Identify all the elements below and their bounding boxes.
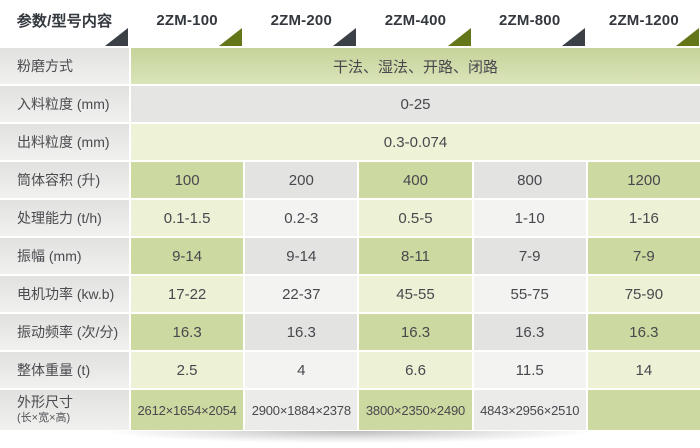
dimensions-label: 外形尺寸 (17, 394, 73, 411)
cell-value (587, 390, 700, 430)
row-label: 电机功率 (kw.b) (0, 276, 129, 312)
cell-value: 1200 (587, 162, 700, 198)
header-param-label: 参数/型号内容 (16, 12, 113, 30)
cell-value: 16.3 (131, 314, 244, 350)
cell-value: 16.3 (587, 314, 700, 350)
cell-value: 800 (473, 162, 586, 198)
cell-value: 16.3 (245, 314, 358, 350)
dimensions-sublabel: (长×宽×高) (17, 411, 71, 424)
cell-value: 16.3 (359, 314, 472, 350)
header-row: 参数/型号内容 2ZM-100 2ZM-200 2ZM-400 2ZM-800 … (0, 0, 700, 46)
cell-value: 1-16 (587, 200, 700, 236)
header-model-2zm800: 2ZM-800 (473, 0, 586, 46)
cell-value: 17-22 (131, 276, 244, 312)
cell-value: 22-37 (245, 276, 358, 312)
corner-triangle-icon (105, 28, 128, 46)
model-label: 2ZM-1200 (608, 11, 679, 29)
corner-triangle-icon (219, 28, 243, 46)
corner-triangle-icon (675, 28, 699, 46)
header-model-2zm400: 2ZM-400 (359, 0, 472, 46)
cell-value: 9-14 (245, 238, 358, 274)
cell-value: 55-75 (473, 276, 586, 312)
model-label: 2ZM-200 (270, 11, 332, 29)
header-model-2zm100: 2ZM-100 (131, 0, 244, 46)
row-label: 处理能力 (t/h) (0, 200, 129, 236)
cell-value: 8-11 (359, 238, 472, 274)
row-feed-size: 入料粒度 (mm) 0-25 (0, 86, 700, 122)
cell-value: 1-10 (473, 200, 586, 236)
row-volume: 筒体容积 (升) 100 200 400 800 1200 (0, 162, 700, 198)
cell-value: 200 (245, 162, 358, 198)
row-discharge-size: 出料粒度 (mm) 0.3-0.074 (0, 124, 700, 160)
corner-triangle-icon (333, 28, 357, 46)
cell-value: 2900×1884×2378 (245, 390, 358, 430)
row-grinding-method: 粉磨方式 干法、湿法、开路、闭路 (0, 48, 700, 84)
row-label: 外形尺寸 (长×宽×高) (0, 390, 129, 430)
header-model-2zm200: 2ZM-200 (245, 0, 358, 46)
cell-value: 2612×1654×2054 (131, 390, 244, 430)
cell-value: 7-9 (587, 238, 700, 274)
corner-triangle-icon (447, 28, 471, 46)
header-model-2zm1200: 2ZM-1200 (587, 0, 700, 46)
row-span-value: 干法、湿法、开路、闭路 (131, 48, 700, 84)
model-label: 2ZM-800 (498, 11, 561, 29)
cell-value: 4 (245, 352, 358, 388)
row-amplitude: 振幅 (mm) 9-14 9-14 8-11 7-9 7-9 (0, 238, 700, 274)
row-label: 出料粒度 (mm) (0, 124, 129, 160)
cell-value: 11.5 (473, 352, 586, 388)
cell-value: 7-9 (473, 238, 586, 274)
row-label: 筒体容积 (升) (0, 162, 129, 198)
row-label: 粉磨方式 (0, 48, 129, 84)
cell-value: 6.6 (359, 352, 472, 388)
row-vibration-frequency: 振动频率 (次/分) 16.3 16.3 16.3 16.3 16.3 (0, 314, 700, 350)
corner-triangle-icon (561, 28, 585, 46)
row-capacity: 处理能力 (t/h) 0.1-1.5 0.2-3 0.5-5 1-10 1-16 (0, 200, 700, 236)
header-param-cell: 参数/型号内容 (0, 0, 129, 46)
table-drop-shadow (8, 431, 692, 448)
model-label: 2ZM-400 (384, 11, 447, 29)
cell-value: 3800×2350×2490 (359, 390, 472, 430)
cell-value: 45-55 (359, 276, 472, 312)
cell-value: 0.1-1.5 (131, 200, 244, 236)
row-dimensions: 外形尺寸 (长×宽×高) 2612×1654×2054 2900×1884×23… (0, 390, 700, 430)
spec-table: 参数/型号内容 2ZM-100 2ZM-200 2ZM-400 2ZM-800 … (0, 0, 700, 430)
cell-value: 0.2-3 (245, 200, 358, 236)
cell-value: 0.5-5 (359, 200, 472, 236)
row-motor-power: 电机功率 (kw.b) 17-22 22-37 45-55 55-75 75-9… (0, 276, 700, 312)
row-label: 振幅 (mm) (0, 238, 129, 274)
cell-value: 75-90 (587, 276, 700, 312)
row-total-weight: 整体重量 (t) 2.5 4 6.6 11.5 14 (0, 352, 700, 388)
cell-value: 16.3 (473, 314, 586, 350)
model-label: 2ZM-100 (156, 11, 218, 29)
cell-value: 100 (131, 162, 244, 198)
row-label: 入料粒度 (mm) (0, 86, 129, 122)
row-span-value: 0.3-0.074 (131, 124, 700, 160)
cell-value: 9-14 (131, 238, 244, 274)
row-label: 振动频率 (次/分) (0, 314, 129, 350)
cell-value: 14 (587, 352, 700, 388)
row-label: 整体重量 (t) (0, 352, 129, 388)
cell-value: 2.5 (131, 352, 244, 388)
row-span-value: 0-25 (131, 86, 700, 122)
cell-value: 4843×2956×2510 (473, 390, 586, 430)
cell-value: 400 (359, 162, 472, 198)
